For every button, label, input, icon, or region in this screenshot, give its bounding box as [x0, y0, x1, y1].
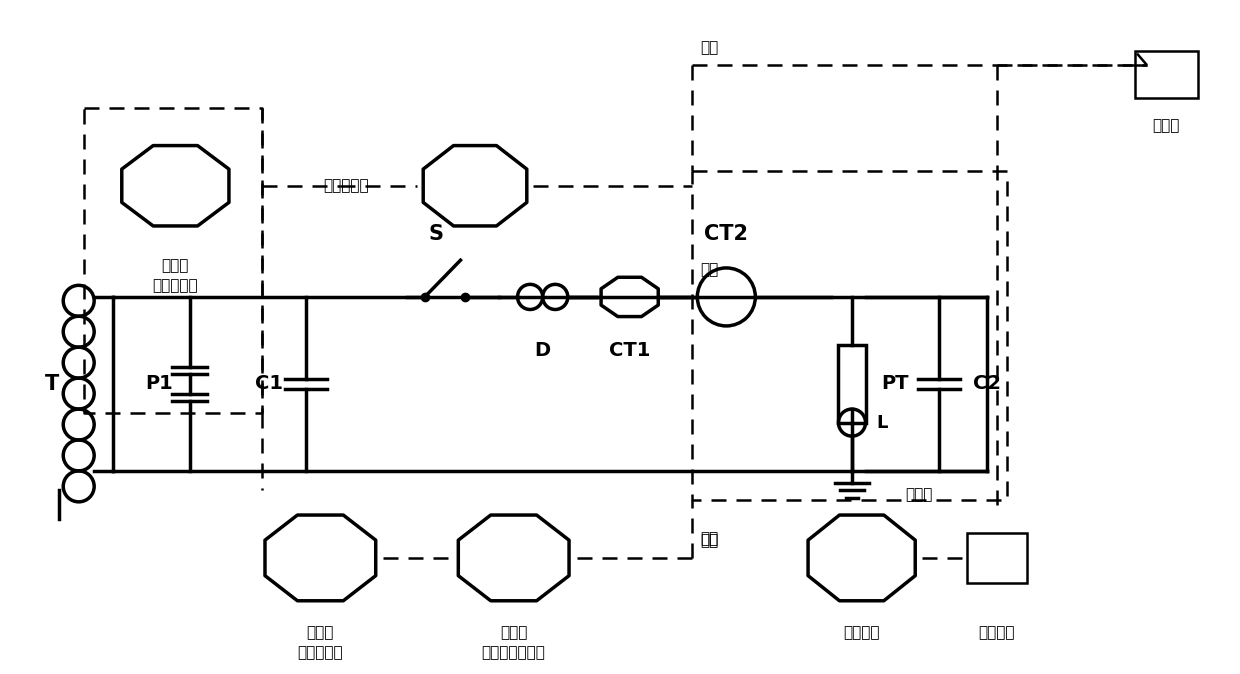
Text: 接地网: 接地网	[905, 487, 932, 503]
Text: T: T	[45, 374, 58, 394]
Text: D: D	[534, 340, 551, 360]
Text: CT1: CT1	[609, 340, 650, 360]
Text: 球隙控制器: 球隙控制器	[324, 178, 368, 193]
Text: L: L	[877, 414, 888, 431]
Text: S: S	[429, 224, 444, 244]
Text: 光纯: 光纯	[701, 533, 718, 548]
Text: P1: P1	[145, 375, 172, 394]
Text: 录播装置: 录播装置	[978, 625, 1016, 640]
Text: 变压器
操作控制台: 变压器 操作控制台	[153, 258, 198, 293]
Bar	[838, 345, 866, 423]
Bar	[1135, 51, 1198, 98]
Text: 断路器
操作控制仪: 断路器 操作控制仪	[298, 625, 343, 661]
Text: 光纤: 光纤	[701, 40, 718, 55]
Text: 断路器
控制和保护装置: 断路器 控制和保护装置	[481, 625, 546, 661]
Bar	[967, 532, 1027, 583]
Text: 记录仪: 记录仪	[1152, 118, 1179, 133]
Text: 光纤: 光纤	[701, 263, 718, 278]
Text: 合并单元: 合并单元	[843, 625, 880, 640]
Text: PT: PT	[880, 375, 909, 394]
Text: C2: C2	[973, 375, 1001, 394]
Text: C1: C1	[255, 375, 283, 394]
Text: 光纤: 光纤	[701, 531, 718, 547]
Text: CT2: CT2	[704, 224, 748, 244]
